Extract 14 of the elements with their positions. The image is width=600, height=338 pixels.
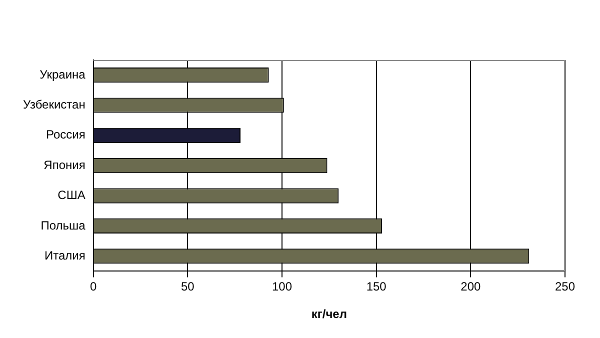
x-tick-label: 0 bbox=[90, 280, 97, 294]
y-tick-label: Украина bbox=[40, 67, 86, 82]
x-tick-label: 100 bbox=[272, 280, 292, 294]
y-tick-label: Италия bbox=[44, 248, 86, 262]
x-tick-label: 200 bbox=[460, 280, 481, 294]
y-tick-label: Япония bbox=[44, 158, 86, 172]
y-tick-label: Узбекистан bbox=[23, 98, 86, 112]
x-axis-title: кг/чел bbox=[311, 307, 347, 322]
y-tick-label: Россия bbox=[46, 128, 86, 142]
y-tick-label: Польша bbox=[40, 218, 86, 232]
x-tick-label: 250 bbox=[554, 280, 576, 294]
y-tick-label: США bbox=[58, 188, 86, 202]
x-tick-label: 150 bbox=[366, 280, 387, 294]
x-tick-label: 50 bbox=[180, 280, 195, 294]
